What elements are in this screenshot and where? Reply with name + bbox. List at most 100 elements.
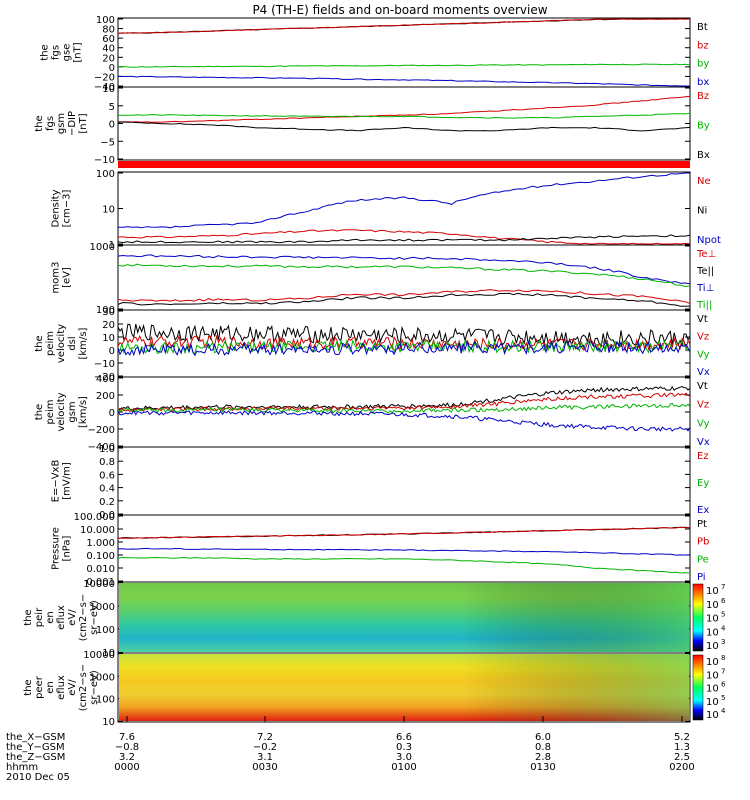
legend-pi: Pi [697,572,706,583]
legend-ez: Ez [697,451,709,462]
xaxis-value: 3.0 [396,752,412,763]
xaxis-value: 0200 [669,762,694,773]
legend-ey: Ey [697,478,709,489]
series-line-vz [118,392,690,413]
ytick-label: 5 [109,102,115,113]
series-line-by [118,63,690,68]
colorbar-exponent: 5 [721,611,725,619]
ytick-label: 0 [109,346,115,357]
panel-ylabel: [km/s] [78,327,89,359]
ytick-label: −400 [88,442,115,453]
panel-frame [117,244,691,311]
ytick-label: 0 [109,63,115,74]
colorbar-tick: 10 [706,710,719,721]
colorbar-tick: 10 [706,600,719,611]
legend-vt: Vt [697,381,708,392]
colorbar-exponent: 4 [721,707,726,715]
legend-npot: Npot [697,235,721,246]
legend-by: By [697,121,710,132]
panels: the fgs gse [nT]100806040200−20−40Btbzbybxt… [23,15,726,728]
legend-vy: Vy [697,349,710,360]
ytick-label: 1 [109,240,115,251]
series-line-vy [118,338,690,355]
ytick-label: 200 [96,391,115,402]
ytick-label: 80 [102,25,115,36]
xaxis-value: 3.1 [257,752,273,763]
ytick-label: 30 [102,307,115,318]
panel-density: Density [cm−3] 100 10 1 Ne Ni Npot [51,169,721,251]
series-line-ti|| [118,263,690,288]
legend-ni: Ni [697,206,707,217]
series-line-ti⊥ [118,254,690,285]
colorbar-exponent: 7 [721,667,725,675]
xaxis-row-label: the_Z−GSM [6,752,65,763]
ytick-label: 0.8 [99,457,115,468]
ytick-label: 1000 [90,602,115,613]
legend-ti⊥: Ti⊥ [696,283,714,294]
colorbar-exponent: 8 [721,654,725,662]
separator-bar [118,161,690,168]
panel-peim-velocity-dsl: the peim velocity dsl [km/s]3020100−10−20VtV… [34,307,710,383]
panel-ylabel: [mV/m] [62,462,73,500]
legend-vz: Vz [697,400,709,411]
ytick-label: 100 [96,169,115,180]
legend-bt: Bt [697,22,708,33]
ytick-label: 100 [96,305,115,316]
panel-ylabel: velocity [56,324,67,363]
panel-ylabel: the [34,115,45,131]
xaxis-value: 2.5 [674,752,690,763]
colorbar-tick: 10 [706,627,719,638]
panel-ylabel: the [23,679,34,695]
ytick-label: 10 [102,333,115,344]
xaxis-value: 0030 [252,762,277,773]
legend-vy: Vy [697,418,710,429]
colorbar-exponent: 6 [721,681,726,689]
ytick-label: 0.6 [99,470,115,481]
panel-ylabel: en [45,611,56,624]
panel-ylabel: −DIP [67,111,78,136]
legend-te||: Te|| [696,266,714,277]
ytick-label: 0.001 [86,577,115,588]
xaxis-value: 0.3 [396,742,412,753]
colorbar-exponent: 4 [721,624,726,632]
ytick-label: 100 [96,695,115,706]
ytick-label: −10 [94,359,115,370]
panel-ylabel: fgs [51,45,62,60]
legend-ex: Ex [697,505,709,516]
panel-ylabel: (cm2−s− [78,594,89,641]
colorbar-tick: 10 [706,657,719,668]
colorbar-exponent: 7 [721,583,725,591]
ytick-label: 400 [96,374,115,385]
series-line-vx [118,409,690,432]
xaxis-value: 0000 [114,762,139,773]
panel-ylabel: the [34,404,45,420]
panel-ylabel: eflux [56,675,67,700]
panel-ylabel: fgs [45,116,56,131]
panel-ylabel: sr−eV) [89,600,100,635]
ytick-label: 1000 [90,672,115,683]
ytick-label: 10 [102,84,115,95]
panel-frame [117,86,691,161]
ytick-label: −20 [94,72,115,83]
colorbar-tick: 10 [706,641,719,652]
ytick-label: 10 [102,717,115,728]
series-line-vy [118,402,690,414]
series-line-pi [118,547,690,556]
colorbar-tick: 10 [706,586,719,597]
panel-ylabel: [cm−3] [62,190,73,228]
panel-ylabel: [nT] [73,42,84,62]
ytick-label: 100.000 [74,512,115,523]
x-axis-annotation: the_X−GSM 7.6 7.2 6.6 6.0 5.2 the_Y−GSM −0.8 −0.… [6,716,695,783]
ytick-label: 40 [102,44,115,55]
xaxis-value: 0100 [391,762,416,773]
series-line-ni [118,234,690,244]
series-line-pb [118,526,690,539]
series-line-bx [118,121,690,132]
xaxis-value: −0.2 [253,742,277,753]
xaxis-row-label: hhmm [6,762,38,773]
series-line-te⊥ [118,289,690,304]
xaxis-row-label: the_Y−GSM [6,742,65,753]
colorbar-tick: 10 [706,670,719,681]
